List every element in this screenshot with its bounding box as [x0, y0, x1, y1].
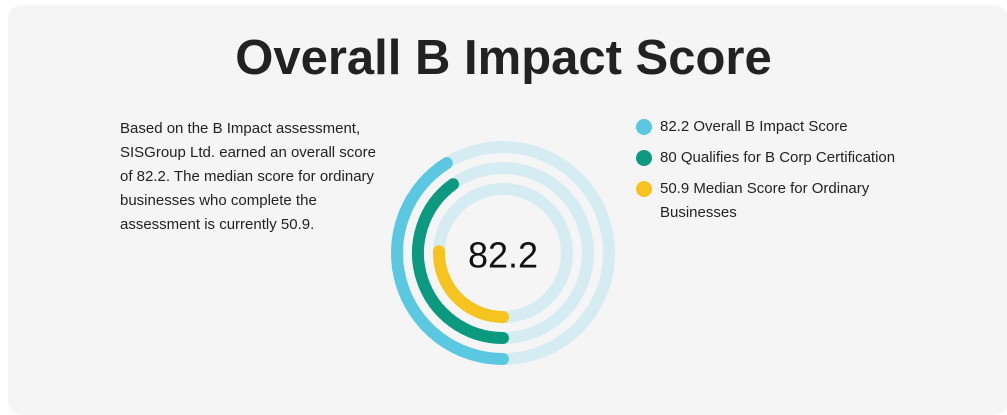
score-arc-3 — [433, 245, 509, 323]
score-arc-1 — [391, 157, 509, 365]
legend-label: 82.2 Overall B Impact Score — [660, 118, 848, 135]
score-card — [8, 5, 1007, 415]
score-arc-2 — [412, 178, 509, 344]
chart-legend: 82.2 Overall B Impact Score 80 Qualifies … — [636, 115, 896, 232]
legend-color-dot — [636, 181, 652, 197]
legend-color-dot — [636, 150, 652, 166]
legend-color-dot — [636, 119, 652, 135]
score-description: Based on the B Impact assessment, SISGro… — [120, 120, 376, 233]
legend-item: 80 Qualifies for B Corp Certification — [636, 146, 896, 170]
legend-item: 50.9 Median Score for Ordinary Businesse… — [636, 177, 896, 225]
center-score-value: 82.2 — [468, 235, 538, 276]
legend-item: 82.2 Overall B Impact Score — [636, 115, 896, 139]
legend-label: 50.9 Median Score for Ordinary Businesse… — [660, 180, 870, 221]
radial-chart-svg: 82.2 — [391, 141, 615, 365]
page-title: Overall B Impact Score — [235, 31, 772, 85]
radial-score-chart: 82.2 — [385, 135, 625, 375]
legend-label: 80 Qualifies for B Corp Certification — [660, 149, 896, 166]
